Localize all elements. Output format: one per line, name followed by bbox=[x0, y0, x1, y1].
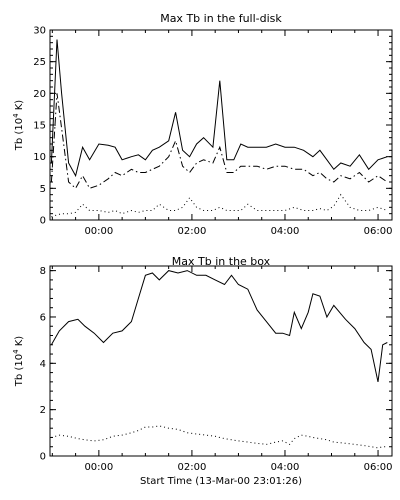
y-tick-label: 6 bbox=[40, 312, 46, 323]
x-tick-label: 06:00 bbox=[364, 462, 393, 473]
x-tick-label: 00:00 bbox=[84, 226, 113, 237]
y-tick-label: 25 bbox=[33, 57, 46, 68]
y-tick-label: 8 bbox=[40, 266, 46, 277]
y-axis-label-exponent: 4 bbox=[12, 349, 20, 354]
y-tick-label: 4 bbox=[40, 359, 46, 370]
chart-panel-2: Max Tb in the box 00:00 02:00 04:00 06:00 0 2 4… bbox=[12, 255, 393, 487]
y-axis-label-unit: K) bbox=[14, 100, 25, 114]
chart-title: Max Tb in the full-disk bbox=[160, 12, 282, 25]
x-tick-label: 02:00 bbox=[178, 462, 207, 473]
x-tick-label: 06:00 bbox=[364, 226, 393, 237]
chart-title: Max Tb in the box bbox=[172, 255, 271, 268]
x-tick-label: 04:00 bbox=[271, 462, 300, 473]
y-tick-label: 2 bbox=[40, 405, 46, 416]
y-axis-label-unit: K) bbox=[14, 336, 25, 350]
y-tick-label: 5 bbox=[40, 184, 46, 195]
x-tick-label: 04:00 bbox=[271, 226, 300, 237]
x-tick-label: 00:00 bbox=[84, 462, 113, 473]
y-tick-label: 20 bbox=[33, 89, 46, 100]
x-axis-label: Start Time (13-Mar-00 23:01:26) bbox=[140, 476, 302, 487]
y-axis-label-exponent: 4 bbox=[12, 113, 20, 118]
series-line-dotted bbox=[51, 193, 388, 218]
series-line-dotted bbox=[51, 425, 388, 449]
y-axis-label-main: Tb (10 bbox=[14, 354, 25, 387]
plot-frame bbox=[49, 29, 393, 221]
y-tick-label: 10 bbox=[33, 152, 46, 163]
chart-panel-1: Max Tb in the full-disk 00:00 02:00 04:00 06… bbox=[12, 12, 393, 237]
series-line-dash-dot bbox=[50, 93, 388, 190]
y-axis-label-main: Tb (10 bbox=[14, 118, 25, 151]
y-tick-label: 15 bbox=[33, 121, 46, 132]
series-line-solid bbox=[50, 39, 388, 178]
y-axis-label: Tb (104 K) bbox=[12, 100, 25, 151]
series-line-solid bbox=[50, 270, 388, 383]
y-tick-label: 0 bbox=[40, 452, 46, 463]
y-axis-label: Tb (104 K) bbox=[12, 336, 25, 387]
plot-frame bbox=[49, 265, 393, 457]
y-tick-label: 0 bbox=[40, 216, 46, 227]
x-tick-label: 02:00 bbox=[178, 226, 207, 237]
y-tick-label: 30 bbox=[33, 26, 46, 37]
